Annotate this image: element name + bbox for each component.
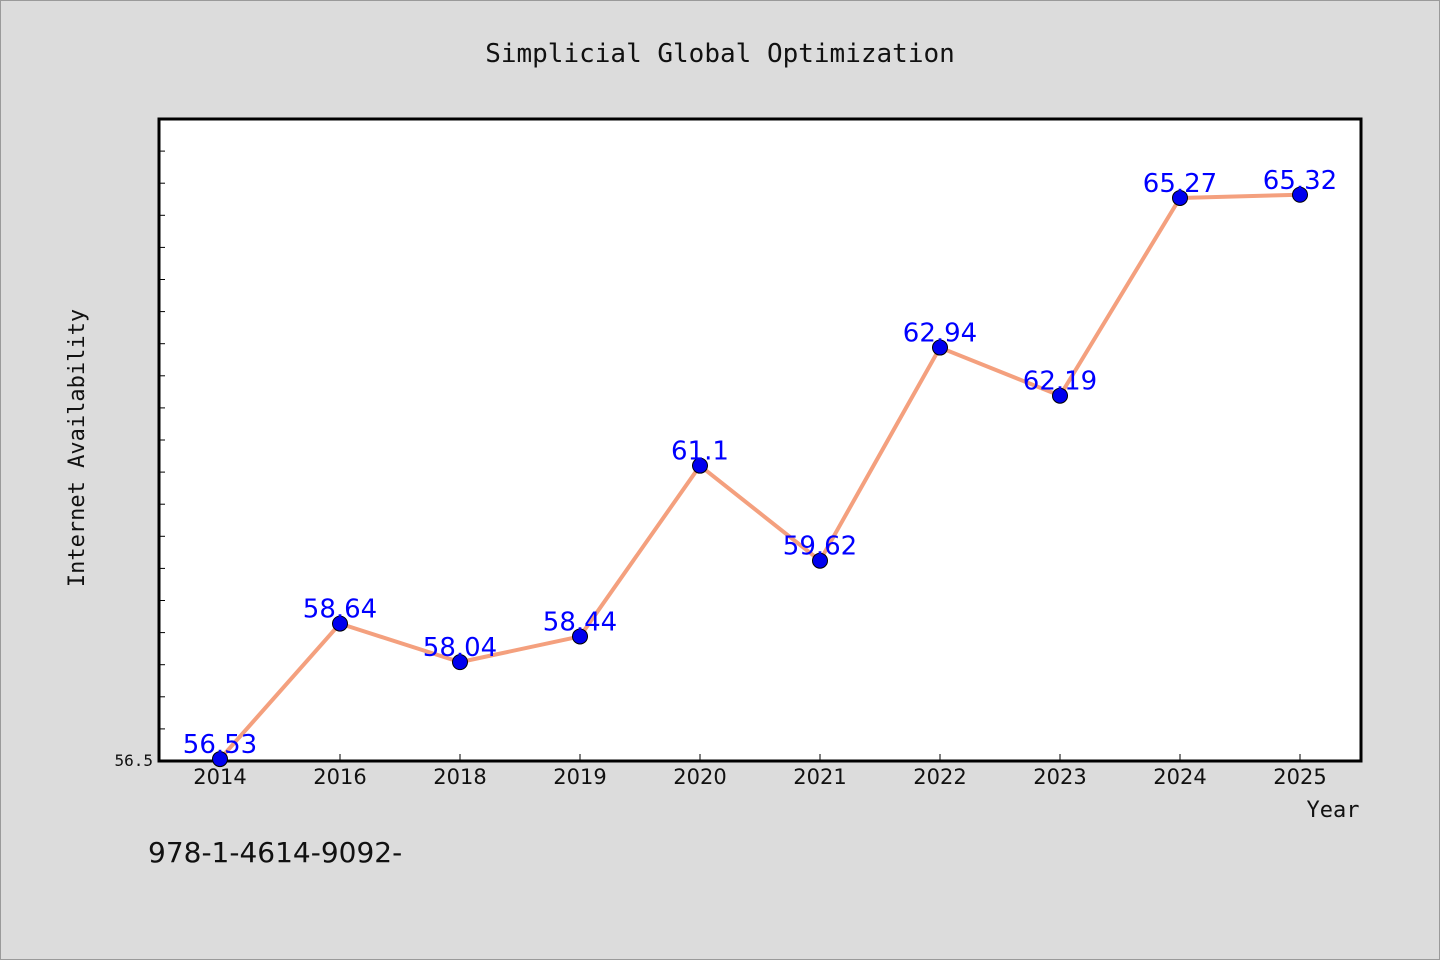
data-point: [812, 552, 828, 569]
footer-text: 978-1-4614-9092-: [148, 836, 403, 869]
x-tick-label: 2014: [193, 765, 246, 789]
data-markers: [212, 186, 1308, 768]
data-point: [1172, 189, 1188, 206]
data-label: 65.27: [1143, 169, 1217, 199]
data-point: [452, 654, 468, 671]
x-axis-label: Year: [1307, 798, 1360, 823]
y-tick-label: 56.5: [114, 751, 153, 770]
data-label: 56.53: [183, 730, 257, 760]
y-axis-tick-labels: 56.5: [114, 751, 153, 770]
chart-title: Simplicial Global Optimization: [485, 39, 955, 69]
data-point: [692, 457, 708, 474]
x-tick-label: 2025: [1273, 765, 1326, 789]
x-tick-label: 2020: [673, 765, 726, 789]
x-tick-label: 2019: [553, 765, 606, 789]
x-tick-label: 2018: [433, 765, 486, 789]
series-line: [218, 192, 1301, 761]
x-tick-label: 2016: [313, 765, 366, 789]
data-label: 62.94: [903, 319, 977, 349]
data-point: [1052, 387, 1068, 404]
data-label: 61.1: [671, 437, 729, 467]
data-label: 58.64: [303, 595, 377, 625]
x-tick-label: 2023: [1033, 765, 1086, 789]
data-label: 58.04: [423, 633, 497, 663]
data-label: 65.32: [1263, 166, 1337, 196]
data-point: [212, 751, 228, 768]
x-axis-tick-labels: 2014 2016 2018 2019 2020 2021 2022 2023 2024 2025: [193, 765, 1326, 789]
x-tick-label: 2021: [793, 765, 846, 789]
data-point: [572, 628, 588, 645]
data-point: [1292, 186, 1308, 203]
data-point: [332, 615, 348, 632]
data-label: 58.44: [543, 607, 617, 637]
y-axis-ticks: [159, 118, 165, 762]
data-label: 59.62: [783, 532, 857, 562]
data-label: 62.19: [1023, 367, 1097, 397]
data-labels: 56.53 58.64 58.04 58.44 61.1 59.62 62.94 62.19 6…: [183, 166, 1337, 760]
x-tick-label: 2022: [913, 765, 966, 789]
series-line-path: [218, 192, 1301, 761]
y-axis-label: Internet Availability: [65, 309, 90, 587]
plot-area: [157, 117, 1363, 763]
data-point: [932, 339, 948, 356]
x-tick-label: 2024: [1153, 765, 1206, 789]
